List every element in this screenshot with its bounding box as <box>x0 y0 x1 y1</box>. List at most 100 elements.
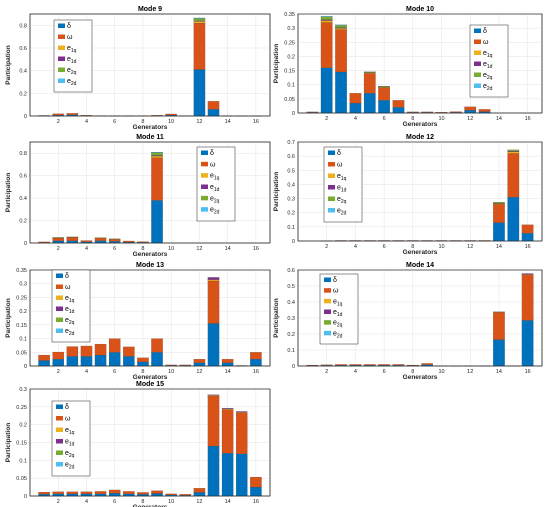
legend-label-e1d: e1d <box>333 309 343 318</box>
x-tick-label: 12 <box>196 369 202 375</box>
legend-label-e1d: e1d <box>210 184 220 193</box>
legend-swatch-delta <box>201 150 208 155</box>
bar-segment-omega <box>38 354 50 361</box>
y-tick-label: 0.05 <box>16 476 27 482</box>
bar-segment-delta <box>349 103 362 114</box>
bar-segment-omega <box>94 343 107 356</box>
legend-label-e2d: e2d <box>337 208 347 217</box>
bar-segment-omega <box>349 364 362 366</box>
legend-label-e1q: e1q <box>333 298 343 307</box>
bar-segment-delta <box>507 197 520 242</box>
bar-segment-delta <box>151 352 163 367</box>
chart-title: Mode 11 <box>136 134 164 141</box>
x-tick-label: 14 <box>225 246 231 252</box>
legend-label-e1d: e1d <box>483 61 493 70</box>
bar-segment-omega <box>66 346 79 357</box>
legend-subscript-e2q: 2q <box>341 199 347 205</box>
bar-segment-omega <box>335 364 347 366</box>
legend-label-e1q: e1q <box>210 173 220 182</box>
legend-swatch-e1q <box>324 298 331 304</box>
bar-segment-e2q <box>193 18 206 21</box>
bar-segment-omega <box>123 491 135 494</box>
bar-segment-omega <box>165 493 177 496</box>
x-tick-label: 10 <box>168 499 174 505</box>
bar-segment-e1d <box>236 411 248 413</box>
plot-border <box>29 141 271 244</box>
bar-segment-delta <box>94 354 107 367</box>
bar-segment-omega <box>66 491 79 494</box>
legend-subscript-e2q: 2q <box>69 320 75 326</box>
legend-swatch-omega <box>328 162 335 167</box>
x-axis-label: Generators <box>403 374 438 381</box>
bar-segment-omega <box>94 237 107 241</box>
y-tick-label: 0.3 <box>19 387 27 393</box>
bar-segment-delta <box>236 453 248 497</box>
x-tick-label: 4 <box>354 244 357 250</box>
y-tick-label: 0.2 <box>19 219 27 225</box>
legend-label-e1q: e1q <box>67 45 77 54</box>
legend-swatch-delta <box>58 23 65 28</box>
legend-swatch-omega <box>56 284 63 289</box>
y-tick-label: 0.2 <box>287 332 295 338</box>
legend-label-delta: δ <box>65 273 69 280</box>
x-tick-label: 8 <box>141 119 144 125</box>
y-tick-label: 0.1 <box>287 83 295 89</box>
chart-panel-1: 0 0.2 0.4 0.6 0.8 2 4 6 8 10 12 14 16 Mode 9 Generator… <box>5 6 271 131</box>
bar-segment-omega <box>193 359 206 363</box>
bar-segment-omega <box>363 73 376 94</box>
legend-label-e2d: e2d <box>67 78 77 87</box>
legend-swatch-e1q <box>328 173 335 178</box>
bar-segment-omega <box>521 274 534 321</box>
y-axis-label: Participation <box>5 173 12 212</box>
chart-title: Mode 10 <box>406 6 434 13</box>
legend-label-e2q: e2q <box>333 320 343 329</box>
y-tick-label: 0.15 <box>284 69 295 75</box>
y-tick-label: 0.3 <box>287 316 295 322</box>
bar-segment-delta <box>250 487 262 497</box>
bar-segment-delta <box>464 110 477 114</box>
x-tick-label: 6 <box>383 244 386 250</box>
x-tick-label: 8 <box>411 116 414 122</box>
bar-segment-e2q <box>507 149 520 152</box>
bar-segment-delta <box>66 240 79 244</box>
y-axis-label: Participation <box>273 298 280 337</box>
legend: δω e1q e1d e2q e2d <box>51 269 91 343</box>
bar-segment-omega <box>165 364 177 366</box>
bar-segment-e2q <box>378 86 390 87</box>
legend-swatch-e1d <box>58 56 65 61</box>
bar-segment-delta <box>151 200 163 244</box>
bar-segment-omega <box>66 113 79 115</box>
x-tick-label: 8 <box>141 499 144 505</box>
legend-subscript-e2d: 2d <box>337 333 343 339</box>
legend-label-omega: ω <box>333 288 339 295</box>
legend-subscript-e2d: 2d <box>214 210 220 216</box>
y-axis-label: Participation <box>273 172 280 211</box>
bar-segment-e1q <box>193 21 206 24</box>
bar-segment-omega <box>52 491 64 494</box>
y-tick-label: 0.1 <box>19 458 27 464</box>
x-tick-label: 14 <box>496 244 502 250</box>
bar-segment-delta <box>493 222 505 242</box>
bar-segment-e1q <box>236 412 248 413</box>
legend: δω e1q e1d e2q e2d <box>469 24 509 98</box>
legend-label-e2d: e2d <box>65 328 75 337</box>
y-tick-label: 0.2 <box>287 211 295 217</box>
bar-segment-delta <box>66 356 79 367</box>
x-tick-label: 2 <box>57 119 60 125</box>
bar-segment-e1q <box>221 408 234 410</box>
bar-segment-e1d <box>207 277 220 280</box>
legend-label-e2d: e2d <box>65 462 75 471</box>
legend-swatch-delta <box>324 277 331 282</box>
x-tick-label: 6 <box>113 499 116 505</box>
bar-segment-e1q <box>207 279 220 282</box>
y-tick-label: 0.1 <box>287 225 295 231</box>
legend-subscript-e1d: 1d <box>69 442 75 448</box>
x-axis-label: Generators <box>133 251 168 258</box>
x-tick-label: 8 <box>411 369 414 375</box>
legend-swatch-e2d <box>328 208 335 213</box>
bar-segment-e1q <box>320 20 333 23</box>
y-tick-label: 0 <box>24 241 27 247</box>
legend-swatch-delta <box>474 28 481 33</box>
x-tick-label: 10 <box>168 369 174 375</box>
y-tick-label: 0.2 <box>19 309 27 315</box>
